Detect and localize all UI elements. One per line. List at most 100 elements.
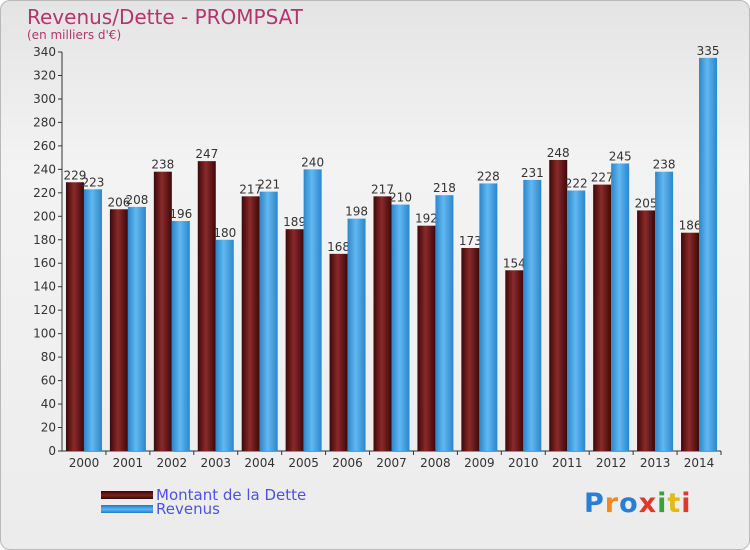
bar-revenus [303, 169, 322, 451]
x-tick-label: 2010 [508, 456, 539, 470]
data-label-dette: 247 [195, 147, 218, 161]
bar-dette [373, 196, 392, 451]
data-label-dette: 192 [415, 212, 438, 226]
data-label-dette: 186 [679, 219, 702, 233]
bar-revenus [611, 163, 630, 451]
y-tick-label: 60 [41, 374, 56, 388]
x-tick-label: 2001 [113, 456, 144, 470]
legend-label-revenus: Revenus [156, 500, 220, 518]
data-label-revenus: 240 [301, 155, 324, 169]
bar-dette [109, 209, 128, 451]
data-label-dette: 189 [283, 215, 306, 229]
data-label-dette: 238 [151, 158, 174, 172]
data-label-revenus: 335 [697, 44, 720, 58]
legend-item-dette: Montant de la Dette [101, 486, 307, 504]
y-tick-label: 320 [33, 68, 56, 82]
bar-revenus [347, 218, 366, 451]
bar-dette [153, 171, 172, 451]
bar-dette [593, 184, 612, 451]
legend-label-dette: Montant de la Dette [156, 486, 307, 504]
y-tick-label: 120 [33, 303, 56, 317]
bar-dette [197, 161, 216, 451]
x-tick-label: 2006 [332, 456, 363, 470]
data-label-revenus: 228 [477, 169, 500, 183]
y-tick-label: 300 [33, 92, 56, 106]
proxiti-logo: Proxiti [584, 488, 692, 519]
bar-revenus [479, 183, 498, 451]
data-label-revenus: 180 [213, 226, 236, 240]
bar-revenus [259, 191, 278, 451]
y-tick-label: 100 [33, 327, 56, 341]
x-tick-label: 2014 [684, 456, 715, 470]
y-tick-label: 80 [41, 350, 56, 364]
x-tick-label: 2005 [288, 456, 319, 470]
x-tick-label: 2000 [69, 456, 100, 470]
legend-swatch-revenus [101, 505, 153, 513]
x-tick-label: 2009 [464, 456, 495, 470]
data-label-revenus: 223 [82, 175, 105, 189]
y-tick-label: 140 [33, 280, 56, 294]
logo-letter: x [638, 488, 658, 519]
data-label-dette: 168 [327, 240, 350, 254]
bar-dette [329, 253, 348, 451]
bar-dette [65, 182, 84, 451]
data-label-dette: 206 [107, 195, 130, 209]
x-tick-label: 2012 [596, 456, 627, 470]
data-label-revenus: 196 [169, 207, 192, 221]
y-tick-label: 220 [33, 186, 56, 200]
y-tick-label: 20 [41, 421, 56, 435]
data-label-revenus: 245 [609, 149, 632, 163]
x-tick-label: 2002 [157, 456, 188, 470]
logo-letter: r [604, 488, 620, 519]
x-tick-label: 2008 [420, 456, 451, 470]
x-tick-label: 2013 [640, 456, 671, 470]
y-tick-label: 0 [48, 444, 56, 458]
y-tick-label: 280 [33, 115, 56, 129]
data-label-dette: 229 [64, 168, 87, 182]
y-tick-label: 180 [33, 233, 56, 247]
data-label-dette: 217 [239, 182, 262, 196]
data-label-revenus: 238 [653, 158, 676, 172]
bar-revenus [171, 220, 190, 451]
data-label-dette: 205 [635, 196, 658, 210]
logo-letter: t [667, 488, 682, 519]
logo-letter: P [584, 488, 605, 519]
x-tick-label: 2007 [376, 456, 407, 470]
bar-dette [637, 210, 656, 451]
bar-revenus [215, 239, 234, 451]
logo-letter: o [619, 488, 639, 519]
data-label-revenus: 221 [257, 178, 280, 192]
data-label-revenus: 198 [345, 205, 368, 219]
x-tick-label: 2003 [200, 456, 231, 470]
bar-dette [681, 232, 700, 451]
data-label-dette: 227 [591, 171, 614, 185]
y-tick-label: 160 [33, 256, 56, 270]
y-tick-label: 260 [33, 139, 56, 153]
bar-dette [417, 225, 436, 451]
data-label-revenus: 218 [433, 181, 456, 195]
bar-revenus [435, 195, 454, 451]
bar-revenus [523, 179, 542, 451]
bar-revenus [567, 190, 586, 451]
bar-revenus [127, 206, 146, 451]
bar-revenus [83, 189, 102, 451]
data-label-revenus: 222 [565, 176, 588, 190]
y-tick-label: 340 [33, 45, 56, 59]
chart-title: Revenus/Dette - PROMPSAT [27, 5, 304, 29]
data-label-revenus: 208 [125, 193, 148, 207]
y-tick-label: 200 [33, 209, 56, 223]
bar-revenus [391, 204, 410, 451]
bar-dette [461, 247, 480, 451]
legend-swatch-dette [101, 491, 153, 499]
bar-dette [285, 229, 304, 451]
logo-letter: i [657, 488, 668, 519]
data-label-revenus: 231 [521, 166, 544, 180]
data-label-dette: 248 [547, 146, 570, 160]
y-tick-label: 240 [33, 162, 56, 176]
data-label-dette: 217 [371, 182, 394, 196]
chart-subtitle: (en milliers d'€) [27, 28, 122, 42]
bar-dette [505, 270, 524, 451]
bar-dette [241, 196, 260, 451]
